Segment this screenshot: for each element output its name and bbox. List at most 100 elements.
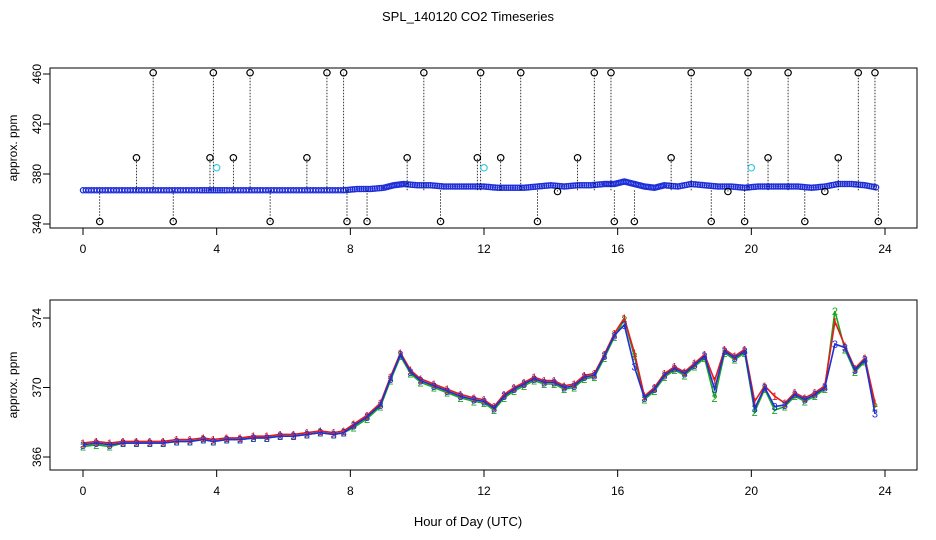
measurement-point <box>442 183 450 190</box>
measurement-point <box>489 184 497 191</box>
measurement-point <box>505 184 512 191</box>
measurement-point <box>721 183 728 190</box>
spike-point <box>667 153 675 162</box>
measurement-point <box>355 185 363 193</box>
measurement-point <box>520 184 528 191</box>
y-tick-label: 366 <box>30 447 44 467</box>
series-marker: 2 <box>571 383 577 395</box>
measurement-point <box>347 186 354 193</box>
measurement-point <box>485 183 492 191</box>
measurement-point <box>725 183 733 190</box>
series-marker: 3 <box>822 383 828 395</box>
top-panel: 0 4 8 12 16 20 24 340 380 420 460 approx. ppm <box>6 64 918 256</box>
x-tick-label: 24 <box>878 242 892 256</box>
series-line <box>82 323 876 446</box>
measurement-point <box>781 183 789 190</box>
series-marker: 2 <box>187 436 193 448</box>
measurement-point <box>761 183 768 190</box>
measurement-point <box>703 182 711 189</box>
spike-point <box>874 217 883 226</box>
measurement-point <box>583 181 590 189</box>
measurement-point <box>589 181 597 189</box>
spike-point <box>303 153 311 162</box>
series-marker: 2 <box>237 435 243 447</box>
spike-point <box>740 217 749 226</box>
series-marker: 2 <box>852 367 858 379</box>
chart-title: SPL_140120 CO2 Timeseries <box>382 9 554 24</box>
measurement-point <box>407 181 414 188</box>
measurement-point <box>808 184 815 191</box>
series-marker: 2 <box>160 438 166 450</box>
spike-point <box>607 68 615 77</box>
series-marker: 2 <box>601 353 607 365</box>
measurement-point <box>699 181 706 189</box>
series-marker: 3 <box>341 428 347 440</box>
series-marker: 3 <box>481 396 487 408</box>
measurement-point <box>748 183 755 191</box>
x-tick-label: 20 <box>745 484 759 498</box>
measurement-point <box>498 184 506 191</box>
spike-point <box>630 217 639 226</box>
measurement-point <box>852 181 860 188</box>
x-tick-label: 0 <box>80 242 87 256</box>
x-tick-label: 0 <box>80 484 87 498</box>
series-marker: 2 <box>631 351 637 363</box>
spike-point <box>707 217 716 226</box>
measurement-point <box>469 183 477 190</box>
measurement-point <box>409 181 416 189</box>
measurement-point <box>581 181 588 189</box>
series-marker: 3 <box>133 438 139 450</box>
spike-point <box>363 217 371 226</box>
series-marker: 1 <box>712 376 718 388</box>
measurement-point <box>360 185 367 193</box>
x-tick-label: 4 <box>213 484 220 498</box>
series-line <box>82 316 876 444</box>
measurement-point <box>462 183 470 190</box>
series-marker: 2 <box>444 388 450 400</box>
series-marker: 2 <box>147 438 153 450</box>
spike-point <box>323 68 331 77</box>
series-marker: 3 <box>304 429 310 441</box>
series-marker: 3 <box>174 436 180 448</box>
series-marker: 3 <box>290 431 296 443</box>
series-marker: 2 <box>792 391 798 403</box>
measurement-point <box>705 182 713 189</box>
spike-point <box>553 187 562 196</box>
series-marker: 3 <box>832 339 838 351</box>
series-marker: 2 <box>651 386 657 398</box>
series-marker: 2 <box>481 398 487 410</box>
series-marker: 2 <box>511 386 517 398</box>
measurement-point <box>545 182 552 189</box>
series-marker: 3 <box>120 438 126 450</box>
measurement-point <box>516 184 523 191</box>
series-marker: 2 <box>872 402 878 414</box>
series-marker: 3 <box>107 440 113 452</box>
measurement-point <box>416 181 423 189</box>
series-marker: 2 <box>331 429 337 441</box>
series-marker: 3 <box>351 421 357 433</box>
spike-point <box>266 217 274 226</box>
spike-point <box>149 68 157 77</box>
measurement-point <box>503 184 510 191</box>
series-marker: 3 <box>364 412 370 424</box>
series-marker: 1 <box>621 313 627 325</box>
measurement-point <box>799 183 806 191</box>
measurement-point <box>427 181 434 189</box>
series-marker: 2 <box>802 396 808 408</box>
series-marker: 3 <box>802 395 808 407</box>
measurement-point <box>756 183 764 190</box>
measurement-point <box>779 183 786 190</box>
measurement-point <box>812 184 820 191</box>
series-marker: 2 <box>832 306 838 318</box>
spike-point <box>339 68 348 77</box>
x-tick-label: 4 <box>213 242 220 256</box>
spike-point <box>573 153 582 162</box>
series-marker: 3 <box>691 360 697 372</box>
y-tick-label: 380 <box>30 164 44 184</box>
measurement-point <box>846 180 853 188</box>
series-marker: 2 <box>611 332 617 344</box>
measurement-point <box>371 185 379 192</box>
measurement-point <box>491 184 499 191</box>
